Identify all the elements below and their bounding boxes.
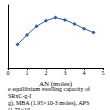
svg-text:2: 2 (45, 70, 48, 76)
svg-text:e equilibrium swelling capacit: e equilibrium swelling capacity of (8, 86, 91, 92)
svg-text:5: 5 (102, 70, 105, 76)
svg-text:0: 0 (7, 70, 10, 76)
svg-text:AN (moles): AN (moles) (38, 80, 73, 89)
svg-text:g), MBA (1.95×10-3 moles), APS: g), MBA (1.95×10-3 moles), APS (8, 100, 91, 107)
svg-text:(1.75×10-: (1.75×10- (8, 107, 32, 110)
svg-text:3: 3 (64, 70, 67, 76)
svg-text:1: 1 (26, 70, 29, 76)
svg-text:SRxC-g-I: SRxC-g-I (8, 93, 31, 99)
svg-text:4: 4 (83, 70, 86, 76)
